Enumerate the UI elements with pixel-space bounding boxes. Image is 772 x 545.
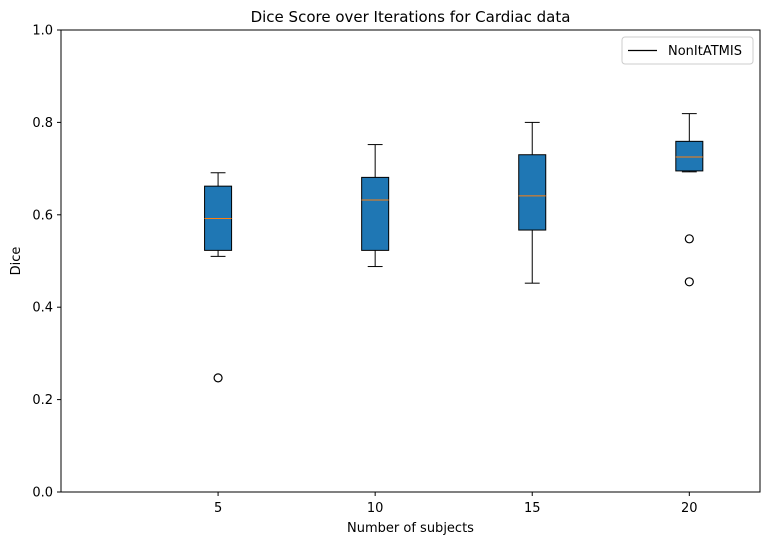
x-tick-label: 15 [524,501,541,516]
legend-frame [621,36,754,65]
y-tick-label: 0.2 [32,393,53,408]
legend-label: NonItATMIS [668,44,742,59]
y-tick-label: 0.0 [32,486,53,501]
x-tick-label: 5 [214,501,222,516]
chart-title: Dice Score over Iterations for Cardiac d… [251,8,571,26]
y-tick-label: 0.6 [32,208,53,223]
y-tick-label: 1.0 [32,24,53,39]
x-tick-label: 10 [367,501,384,516]
box-5 [204,172,233,383]
y-tick-label: 0.8 [32,116,53,131]
outlier-point [684,234,694,244]
outlier-point [684,277,694,287]
box-body [361,176,390,251]
box-body [518,154,547,231]
outlier-point [213,373,223,383]
legend: NonItATMIS [621,36,754,65]
y-axis-label: Dice [9,247,24,276]
x-axis-ticks: 5 10 15 20 [214,492,698,516]
y-axis-ticks: 0.0 0.2 0.4 0.6 0.8 1.0 [32,24,61,501]
plot-area [60,29,761,493]
x-tick-label: 20 [681,501,698,516]
box-body [675,140,704,172]
box-series [204,113,704,383]
box-20 [675,113,704,287]
x-axis-label: Number of subjects [347,521,474,536]
box-10 [361,144,390,268]
box-15 [518,121,547,284]
y-tick-label: 0.4 [32,301,53,316]
